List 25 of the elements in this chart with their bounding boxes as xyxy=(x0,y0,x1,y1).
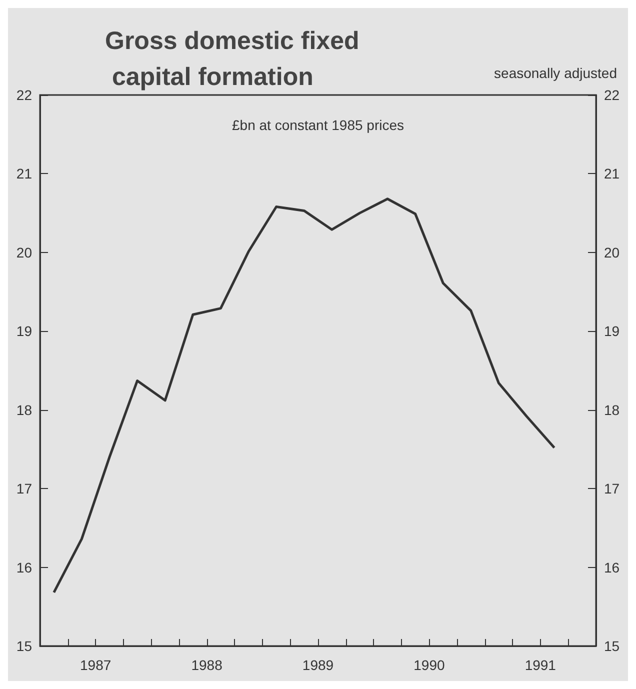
line-series xyxy=(52,198,556,594)
chart-title: Gross domestic fixed capital formation xyxy=(105,27,360,91)
y2-tick-label: 15 xyxy=(604,638,620,654)
y2-tick-label: 17 xyxy=(604,480,620,497)
x-tick-label: 1990 xyxy=(414,657,445,673)
x-tick-label: 1987 xyxy=(80,657,112,673)
y-tick-label: 20 xyxy=(16,244,32,260)
y2-tick-label: 22 xyxy=(604,87,620,103)
chart-subtitle: seasonally adjusted xyxy=(494,65,618,81)
y-tick-label: 15 xyxy=(16,638,32,654)
y-tick-label: 16 xyxy=(16,559,32,576)
annotation: £bn at constant 1985 prices xyxy=(232,117,404,133)
y-tick-label: 18 xyxy=(16,402,32,418)
x-tick-label: 1988 xyxy=(191,657,223,673)
y-tick-label: 19 xyxy=(16,323,32,340)
y-tick-label: 22 xyxy=(16,87,32,103)
y-tick-label: 21 xyxy=(16,166,32,182)
y2-tick-label: 16 xyxy=(604,559,620,576)
x-tick-label: 1991 xyxy=(524,657,556,673)
y2-tick-label: 18 xyxy=(604,402,620,418)
y-tick-label: 17 xyxy=(16,480,32,497)
y2-tick-label: 20 xyxy=(604,244,620,260)
y2-tick-label: 21 xyxy=(604,166,620,182)
y2-tick-label: 19 xyxy=(604,323,620,340)
x-tick-label: 1989 xyxy=(302,657,334,673)
